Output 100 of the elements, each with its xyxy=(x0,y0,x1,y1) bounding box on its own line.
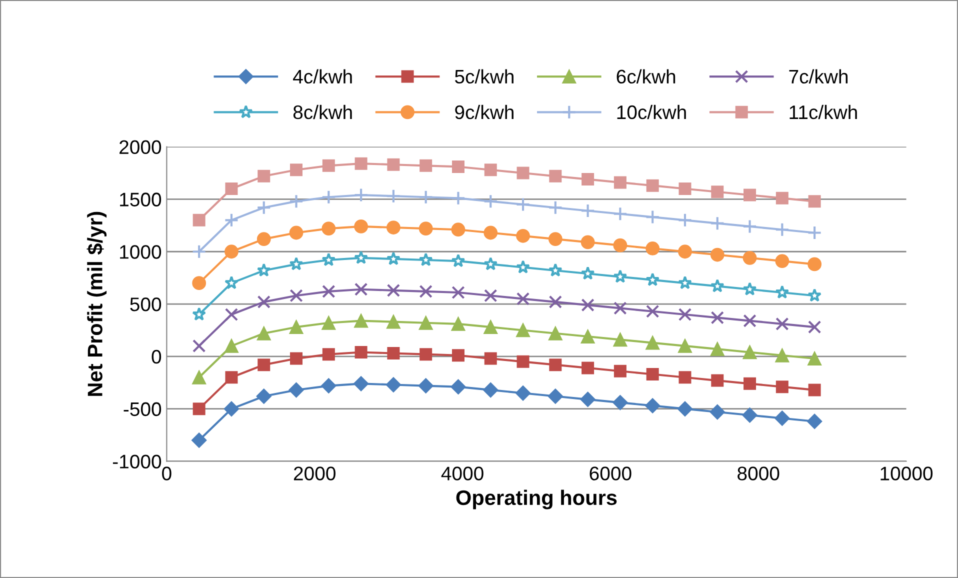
point xyxy=(646,368,659,380)
point xyxy=(289,256,304,270)
point xyxy=(354,346,368,358)
point xyxy=(774,410,790,426)
point xyxy=(452,160,464,173)
point xyxy=(582,173,594,186)
x-tick-label: 2000 xyxy=(294,466,336,480)
point xyxy=(806,414,822,429)
point xyxy=(322,222,336,236)
y-tick-label: 500 xyxy=(130,297,162,312)
point xyxy=(742,345,757,360)
point xyxy=(257,295,270,309)
point xyxy=(580,266,595,280)
point xyxy=(516,228,530,243)
point xyxy=(450,379,466,394)
point xyxy=(516,197,530,212)
point xyxy=(613,238,628,252)
point xyxy=(808,352,822,366)
point xyxy=(646,179,659,192)
point xyxy=(678,244,692,259)
point xyxy=(613,332,628,347)
point xyxy=(386,377,402,392)
point xyxy=(353,376,369,392)
point xyxy=(418,378,434,394)
point xyxy=(321,190,336,204)
point xyxy=(258,170,270,182)
point xyxy=(808,320,822,334)
point xyxy=(451,254,466,268)
point xyxy=(516,166,530,180)
point xyxy=(225,182,238,195)
point xyxy=(419,284,432,298)
point xyxy=(612,206,628,222)
point xyxy=(548,388,563,404)
point xyxy=(808,384,821,396)
point xyxy=(224,212,239,228)
point xyxy=(580,392,596,407)
point xyxy=(354,188,368,202)
point xyxy=(678,308,692,322)
point xyxy=(484,352,497,365)
point xyxy=(710,216,725,231)
point xyxy=(420,348,432,361)
point xyxy=(516,260,530,274)
point xyxy=(418,222,433,236)
point xyxy=(742,282,757,296)
point xyxy=(387,158,400,171)
point xyxy=(744,188,756,202)
point xyxy=(678,339,692,353)
point xyxy=(775,254,790,268)
point xyxy=(548,200,563,215)
point xyxy=(614,364,626,378)
point xyxy=(483,382,498,398)
legend-label: 5c/kwh xyxy=(454,69,514,84)
point xyxy=(580,235,595,250)
point xyxy=(742,219,758,234)
point xyxy=(387,347,400,360)
point xyxy=(549,358,562,372)
point xyxy=(192,276,206,290)
x-tick-label: 4000 xyxy=(441,466,484,480)
y-tick-label: 1000 xyxy=(120,245,162,259)
point xyxy=(386,314,400,329)
y-tick-label: 1500 xyxy=(120,192,162,206)
x-tick-label: 0 xyxy=(162,466,172,480)
point xyxy=(192,370,206,384)
point xyxy=(484,289,498,302)
point xyxy=(678,182,692,195)
point xyxy=(354,220,368,234)
point xyxy=(386,188,401,204)
point xyxy=(678,212,692,228)
point xyxy=(484,320,498,334)
point xyxy=(646,336,660,350)
point xyxy=(322,284,336,298)
point xyxy=(776,192,788,204)
legend-label: 6c/kwh xyxy=(616,69,676,84)
point xyxy=(290,289,303,302)
point xyxy=(646,272,660,286)
point xyxy=(614,302,627,315)
point xyxy=(710,342,724,356)
legend-label: 8c/kwh xyxy=(293,104,352,120)
point xyxy=(645,210,660,224)
point xyxy=(678,371,692,384)
point xyxy=(646,242,660,256)
point xyxy=(612,394,628,410)
point xyxy=(418,252,433,266)
point xyxy=(580,203,596,218)
point xyxy=(451,222,466,237)
point xyxy=(483,194,498,209)
y-tick-label: 2000 xyxy=(120,140,162,154)
point xyxy=(192,307,206,321)
legend-label: 11c/kwh xyxy=(790,104,857,120)
point xyxy=(710,311,724,324)
point xyxy=(548,232,562,246)
point xyxy=(775,285,790,299)
point xyxy=(711,374,724,387)
point xyxy=(581,298,594,312)
point xyxy=(776,317,789,331)
x-tick-label: 8000 xyxy=(738,466,780,480)
point xyxy=(225,371,238,384)
point xyxy=(192,339,206,353)
point xyxy=(484,226,498,240)
point xyxy=(678,276,692,290)
